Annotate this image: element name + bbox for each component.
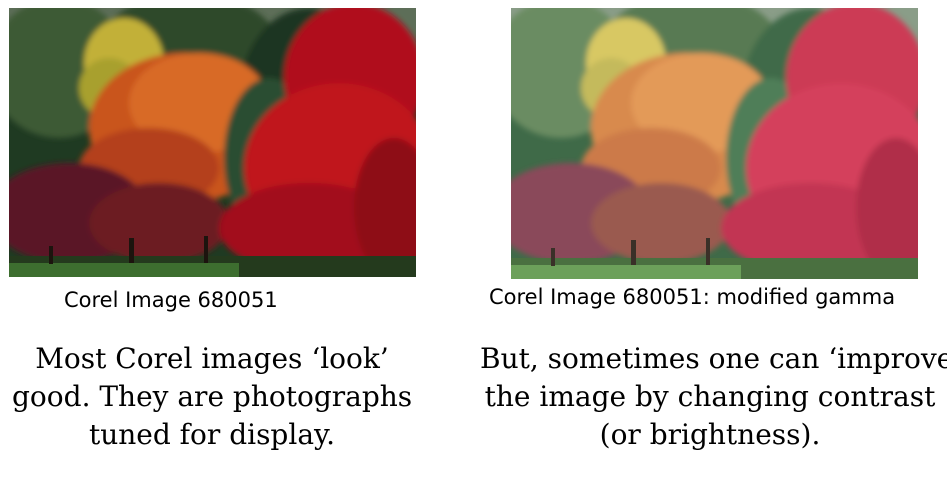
description-line: Most Corel images ‘look’	[35, 342, 389, 375]
description-line: good. They are photographs	[12, 380, 413, 413]
autumn-trees-image	[9, 8, 416, 277]
description-line: But, sometimes one can ‘improve’	[480, 342, 947, 375]
original-photo	[9, 8, 416, 277]
description-line: the image by changing contrast	[484, 380, 936, 413]
original-image-caption: Corel Image 680051	[64, 288, 278, 312]
original-image-description: Most Corel images ‘look’ good. They are …	[12, 340, 412, 454]
autumn-trees-gamma-image	[511, 8, 918, 279]
modified-image-description: But, sometimes one can ‘improve’ the ima…	[480, 340, 947, 454]
description-line: tuned for display.	[88, 418, 336, 451]
modified-image-caption: Corel Image 680051: modified gamma	[489, 285, 896, 309]
modified-gamma-photo	[511, 8, 918, 279]
description-line: (or brightness).	[599, 418, 821, 451]
